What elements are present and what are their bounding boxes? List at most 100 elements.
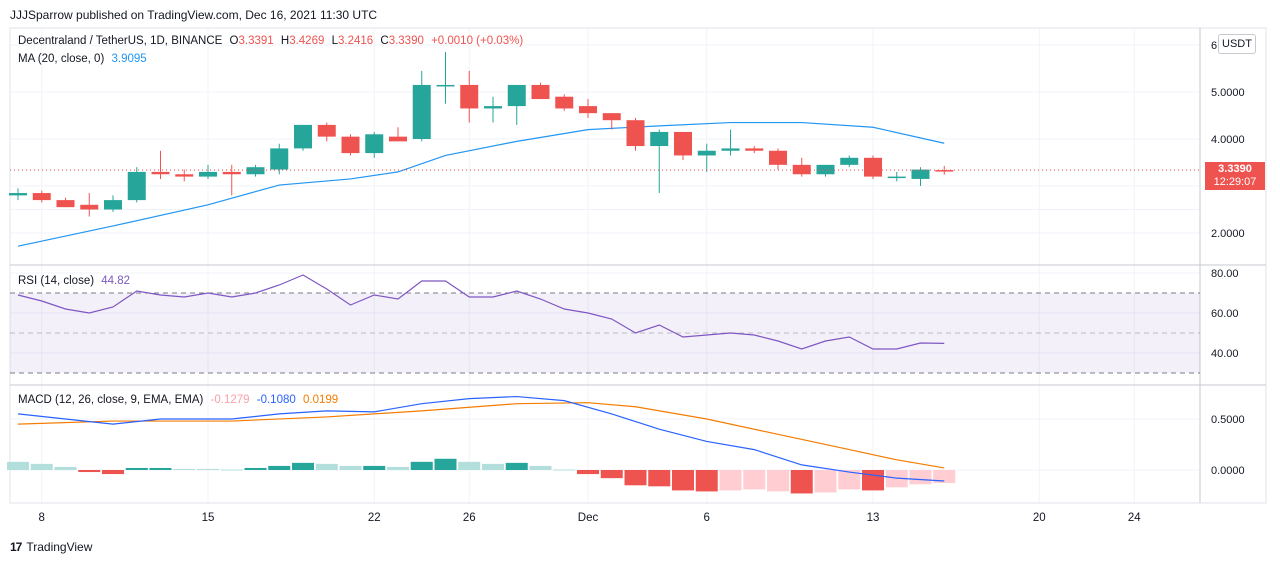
time-tick-label: 8 — [39, 512, 45, 524]
macd-hist-bar — [529, 465, 552, 470]
y-axis-labels: 2.0000 4.0000 5.0000 6 40.00 60.00 80.00 0.0000… — [1211, 40, 1245, 477]
rsi-legend[interactable]: RSI (14, close) 44.82 — [18, 275, 134, 287]
candle-body — [127, 171, 146, 201]
macd-hist-bar — [244, 467, 267, 470]
candle — [911, 167, 930, 186]
candle-body — [270, 148, 289, 170]
candle-body — [602, 113, 621, 121]
candle — [9, 188, 27, 201]
macd-hist-bar — [838, 470, 861, 490]
candle — [816, 164, 835, 177]
candle — [484, 96, 502, 123]
candle — [460, 70, 479, 123]
rsi-band — [10, 292, 1200, 374]
macd-hist-bar — [553, 469, 576, 471]
main-legend: Decentraland / TetherUS, 1D, BINANCE O3.… — [18, 35, 527, 47]
time-tick-label: 6 — [704, 512, 710, 524]
candle-body — [389, 136, 407, 142]
symbol-name[interactable]: Decentraland / TetherUS, 1D, BINANCE — [18, 35, 223, 47]
candle-body — [104, 200, 122, 210]
candle-body — [317, 124, 336, 137]
candle — [104, 195, 122, 212]
macd-hist-bar — [125, 467, 148, 470]
candle-body — [246, 167, 265, 175]
macd-hist-bar — [173, 468, 196, 470]
macd-hist-bar — [482, 463, 504, 470]
candle — [935, 165, 954, 175]
candle — [341, 134, 360, 156]
macd-hist-value: -0.1279 — [210, 394, 250, 406]
candle-body — [460, 84, 479, 109]
candle — [294, 124, 312, 151]
time-tick-label: 24 — [1128, 512, 1141, 524]
candle — [270, 143, 289, 175]
macd-hist-bar — [410, 461, 433, 470]
price-change: +0.0010 (+0.03%) — [431, 35, 524, 47]
macd-hist-bar — [862, 470, 884, 491]
rsi-tick-label: 40.00 — [1211, 348, 1239, 360]
candle — [32, 190, 51, 203]
ohlc-low: L3.2416 — [331, 35, 374, 47]
candle — [80, 193, 99, 217]
price-tick-label: 6 — [1211, 40, 1217, 52]
time-tick-label: 20 — [1033, 512, 1046, 524]
candle — [626, 117, 645, 151]
ohlc-high: H3.4269 — [280, 35, 325, 47]
price-tick-label: 2.0000 — [1211, 228, 1245, 240]
candle-body — [792, 164, 811, 175]
candle — [365, 131, 384, 158]
rsi-series — [17, 274, 945, 350]
macd-hist-bar — [149, 467, 172, 470]
macd-hist-bar — [197, 468, 219, 470]
candle-body — [769, 150, 787, 165]
candle — [151, 150, 170, 179]
ohlc-close: C3.3390 — [380, 35, 424, 47]
candle — [555, 94, 574, 111]
candle — [436, 52, 455, 104]
macd-hist-bar — [292, 462, 314, 470]
price-tick-label: 5.0000 — [1211, 87, 1245, 99]
macd-hist-bar — [505, 462, 528, 470]
last-price-value: 3.3390 — [1218, 163, 1252, 176]
ma-series — [17, 121, 945, 247]
publish-info: JJJSparrow published on TradingView.com,… — [10, 8, 378, 22]
macd-hist-bar — [767, 470, 789, 492]
ma-label: MA (20, close, 0) — [18, 53, 105, 65]
candle-body — [80, 204, 99, 210]
candle — [507, 84, 526, 125]
time-tick-label: 13 — [867, 512, 880, 524]
candle — [864, 155, 882, 179]
ma-legend[interactable]: MA (20, close, 0) 3.9095 — [18, 53, 151, 65]
tradingview-brand[interactable]: TradingView — [26, 540, 93, 554]
macd-hist-bar — [719, 470, 742, 491]
candle — [56, 197, 75, 208]
macd-hist-bar — [220, 469, 243, 471]
macd-legend[interactable]: MACD (12, 26, close, 9, EMA, EMA) -0.127… — [18, 394, 342, 406]
rsi-tick-label: 60.00 — [1211, 308, 1239, 320]
macd-hist-bar — [933, 470, 956, 484]
macd-lines — [17, 395, 945, 482]
macd-hist-bar — [268, 465, 291, 470]
macd-hist-bar — [577, 470, 599, 475]
candle — [222, 164, 241, 196]
candle — [769, 148, 787, 170]
macd-hist-bar — [909, 470, 932, 485]
macd-signal-value: 0.0199 — [302, 394, 339, 406]
candle-body — [840, 157, 859, 165]
candle-body — [650, 131, 669, 147]
currency-button[interactable]: USDT — [1218, 34, 1256, 54]
ma-line — [17, 121, 945, 247]
candle-body — [32, 193, 51, 201]
macd-hist-bar — [387, 466, 409, 470]
last-price-tag: 3.3390 12:29:07 — [1205, 162, 1265, 191]
macd-hist-bar — [339, 465, 362, 470]
time-tick-label: 22 — [368, 512, 381, 524]
candle — [127, 167, 146, 203]
candle — [199, 164, 217, 179]
candle-body — [531, 84, 550, 100]
candle — [650, 129, 669, 194]
candle-body — [626, 120, 645, 147]
time-tick-label: 15 — [202, 512, 215, 524]
macd-hist-bar — [743, 470, 766, 490]
